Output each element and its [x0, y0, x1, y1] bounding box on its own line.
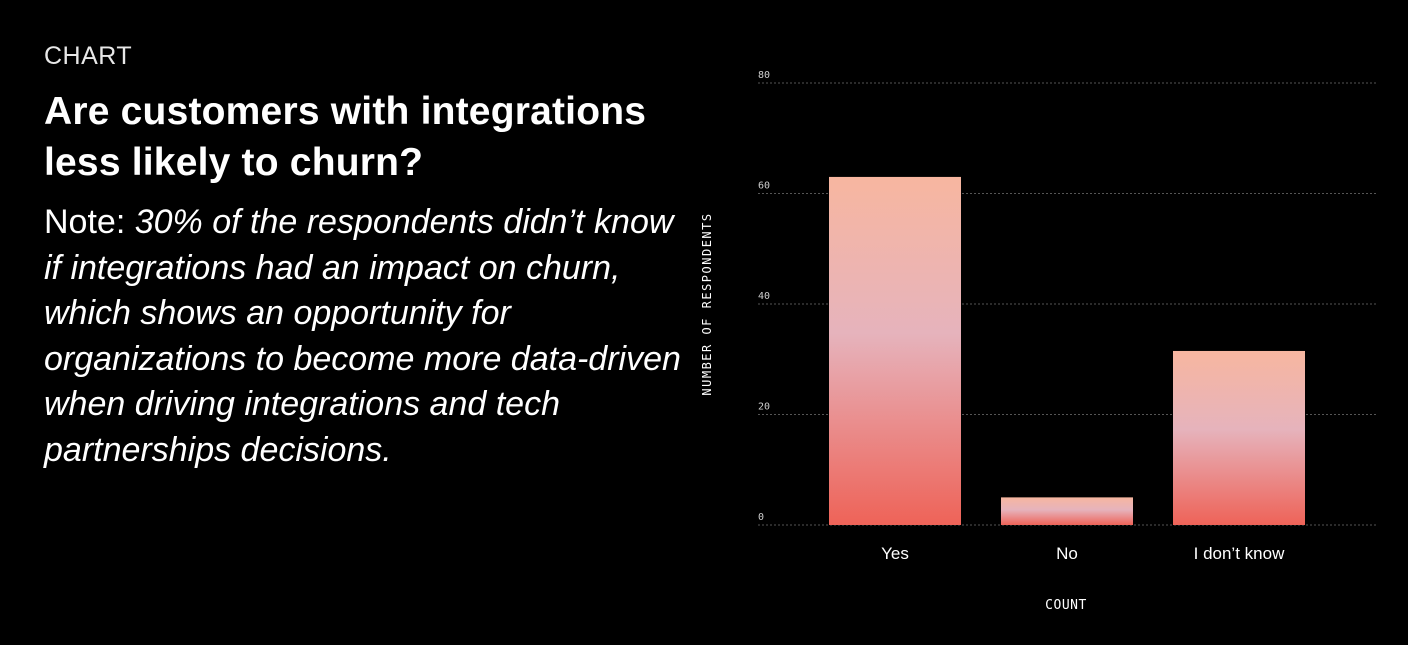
y-axis-label: NUMBER OF RESPONDENTS — [700, 212, 714, 395]
chart-note: Note: 30% of the respondents didn’t know… — [44, 200, 684, 473]
bars — [829, 176, 1305, 526]
x-tick-label: I don’t know — [1194, 544, 1285, 563]
bar — [829, 176, 961, 526]
category-labels: Yes No I don’t know — [881, 544, 1285, 563]
page-title: Are customers with integrations less lik… — [44, 90, 647, 184]
bar-chart: 0 20 40 60 80 Yes No I don’t know NUMBER OF RE… — [700, 70, 1376, 613]
y-tick-label: 80 — [758, 70, 770, 81]
note-prefix: Note: — [44, 203, 135, 241]
x-axis-label: COUNT — [1045, 598, 1087, 613]
note-body: 30% of the respondents didn’t know if in… — [44, 203, 681, 469]
x-tick-label: Yes — [881, 544, 909, 563]
chart-panel: 0 20 40 60 80 Yes No I don’t know NUMBER OF RE… — [690, 0, 1408, 640]
bar — [1001, 497, 1133, 525]
y-tick-label: 20 — [758, 402, 770, 413]
y-tick-label: 40 — [758, 291, 770, 302]
y-tick-label: 0 — [758, 512, 764, 523]
text-panel: CHART Are customers with integrations le… — [44, 40, 684, 473]
bar — [1173, 350, 1305, 525]
section-eyebrow: CHART — [44, 42, 133, 70]
y-tick-label: 60 — [758, 181, 770, 192]
x-tick-label: No — [1056, 544, 1078, 563]
